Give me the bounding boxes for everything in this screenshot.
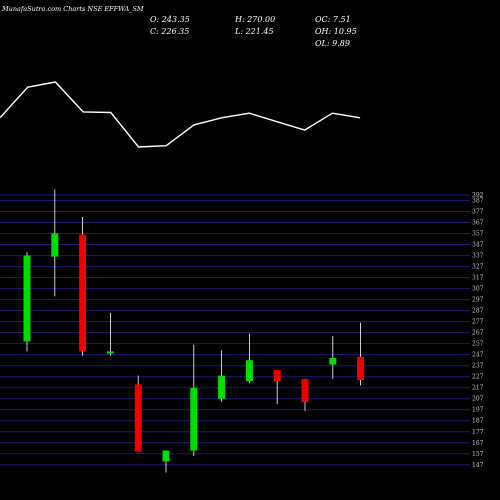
stat-oh: OH: 10.95: [315, 27, 357, 36]
candle-body-up: [190, 387, 198, 451]
candle-body-down: [79, 234, 87, 352]
y-tick-label: 187: [472, 418, 484, 425]
candles: [23, 189, 365, 473]
stat-close: C: 226.35: [150, 27, 189, 36]
y-tick-label: 377: [472, 209, 484, 216]
candle-body-up: [162, 450, 170, 462]
candle-body-up: [106, 351, 114, 354]
y-tick-label: 177: [472, 429, 484, 436]
indicator-line-panel: [0, 81, 361, 148]
y-tick-label: 227: [472, 374, 484, 381]
y-tick-label: 317: [472, 275, 484, 282]
candle-body-up: [245, 360, 253, 382]
grid-lines: [0, 194, 470, 466]
y-tick-label: 277: [472, 319, 484, 326]
y-tick-label: 157: [472, 451, 484, 458]
y-tick-label: 247: [472, 352, 484, 359]
y-tick-label: 297: [472, 297, 484, 304]
stat-open: O: 243.35: [150, 15, 190, 24]
candle-body-up: [51, 233, 59, 257]
y-tick-label: 307: [472, 286, 484, 293]
candle-body-down: [357, 356, 365, 381]
y-tick-label: 267: [472, 330, 484, 337]
y-tick-label: 387: [472, 198, 484, 205]
y-tick-label: 357: [472, 231, 484, 238]
y-tick-label: 217: [472, 385, 484, 392]
y-tick-label: 207: [472, 396, 484, 403]
y-tick-label: 337: [472, 253, 484, 260]
candle-body-down: [273, 370, 281, 382]
y-tick-label: 237: [472, 363, 484, 370]
y-tick-label: 147: [472, 462, 484, 469]
y-tick-label: 287: [472, 308, 484, 315]
indicator-line: [0, 81, 361, 148]
y-tick-label: 197: [472, 407, 484, 414]
stat-oc: OC: 7.51: [315, 15, 351, 24]
stat-ol: OL: 9.89: [315, 39, 350, 48]
chart-title: MunafaSutra.com Charts NSE EFFWA_SM: [1, 5, 144, 13]
y-tick-label: 392: [472, 192, 484, 199]
y-tick-label: 347: [472, 242, 484, 249]
candle-body-up: [218, 375, 226, 399]
y-tick-label: 257: [472, 341, 484, 348]
candle-body-up: [329, 357, 337, 365]
candle-body-down: [301, 378, 309, 403]
y-tick-label: 327: [472, 264, 484, 271]
y-tick-label: 167: [472, 440, 484, 447]
y-tick-label: 367: [472, 220, 484, 227]
stat-high: H: 270.00: [234, 15, 275, 24]
stat-low: L: 221.45: [234, 27, 274, 36]
candle-body-down: [134, 384, 142, 452]
candle-body-up: [23, 255, 31, 342]
